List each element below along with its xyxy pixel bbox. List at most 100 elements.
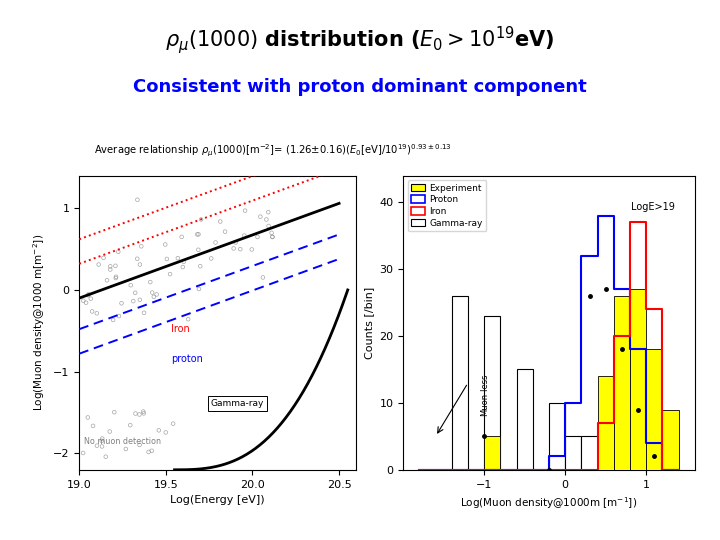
Bar (598, 450, 614, 470)
Point (109, 261, 121, 270)
Point (134, 295, 145, 304)
Point (195, 215, 207, 224)
Point (210, 238, 221, 247)
Point (110, 273, 122, 281)
Point (96, 442, 108, 451)
Text: No muon detection: No muon detection (84, 437, 161, 445)
Point (160, 428, 171, 437)
Point (172, 254, 184, 262)
Point (86, 307, 98, 316)
Point (134, 441, 145, 449)
Point (96, 434, 108, 443)
Point (161, 255, 173, 264)
Bar (549, 403, 565, 470)
Point (153, 426, 165, 435)
Point (255, 212, 266, 221)
Point (266, 228, 277, 237)
Point (192, 230, 203, 239)
Point (102, 276, 113, 285)
Point (138, 409, 150, 418)
Point (107, 316, 119, 325)
Point (130, 288, 141, 297)
Point (263, 208, 274, 217)
Point (146, 447, 158, 455)
X-axis label: Log(Energy [eV]): Log(Energy [eV]) (171, 495, 265, 505)
Point (110, 274, 122, 282)
Point (143, 448, 154, 456)
Bar (614, 456, 630, 470)
Y-axis label: Counts [/bin]: Counts [/bin] (364, 287, 374, 359)
Point (182, 315, 194, 323)
Point (91, 309, 102, 318)
Point (177, 262, 189, 271)
Bar (647, 349, 662, 470)
Point (220, 227, 231, 236)
Point (145, 278, 156, 286)
Point (93, 260, 104, 269)
Point (83, 290, 94, 299)
Point (85, 294, 96, 303)
Bar (485, 436, 500, 470)
Bar (565, 436, 582, 470)
Text: LogE>19: LogE>19 (631, 202, 675, 212)
Point (135, 242, 147, 251)
Point (96, 436, 107, 445)
Legend: Experiment, Proton, Iron, Gamma-ray: Experiment, Proton, Iron, Gamma-ray (408, 180, 487, 231)
Point (230, 238, 241, 247)
Point (160, 240, 171, 249)
Bar (630, 463, 647, 470)
Point (257, 273, 269, 282)
Point (78, 296, 89, 305)
Bar (630, 289, 647, 470)
Bar (614, 296, 630, 470)
Point (104, 262, 116, 271)
Text: Gamma-ray: Gamma-ray (211, 399, 264, 408)
Point (151, 290, 163, 299)
Point (228, 244, 239, 253)
Point (266, 233, 278, 241)
Bar (582, 436, 598, 470)
Point (98, 254, 109, 262)
Point (104, 427, 115, 436)
Point (148, 293, 160, 301)
Point (134, 410, 145, 419)
Point (116, 299, 127, 308)
Point (167, 420, 179, 428)
Point (146, 288, 158, 297)
Bar (598, 376, 614, 470)
Point (192, 246, 204, 254)
Point (83, 291, 94, 300)
Text: Consistent with proton dominant component: Consistent with proton dominant componen… (133, 78, 587, 96)
Text: Average relationship $\rho_{\mu}(1000)$[m$^{-2}$]= (1.26±0.16)($E_0$[eV]/10$^{19: Average relationship $\rho_{\mu}(1000)$[… (94, 143, 451, 159)
Point (109, 408, 120, 416)
Point (252, 233, 264, 241)
Text: Iron: Iron (171, 325, 190, 334)
Bar (517, 369, 533, 470)
Point (266, 232, 278, 241)
Text: $\rho_{\mu}(1000)$ distribution ($E_0$$>$$10^{19}$eV): $\rho_{\mu}(1000)$ distribution ($E_0$$>… (166, 24, 554, 56)
Point (77, 449, 89, 457)
Text: Muon-less: Muon-less (480, 374, 489, 416)
Point (178, 258, 189, 266)
Point (138, 407, 149, 416)
Point (125, 281, 137, 289)
Point (263, 221, 274, 230)
Point (176, 233, 187, 241)
Point (205, 254, 217, 263)
Point (81, 299, 92, 307)
Point (112, 247, 124, 256)
Point (239, 206, 251, 215)
Point (132, 254, 143, 263)
Point (246, 245, 258, 254)
Point (104, 265, 116, 274)
Point (91, 441, 103, 450)
Point (261, 215, 272, 224)
Point (130, 409, 141, 418)
Bar (485, 316, 500, 470)
Point (138, 308, 150, 317)
Point (127, 297, 139, 306)
Point (82, 413, 94, 422)
Point (164, 270, 176, 279)
Point (120, 444, 132, 453)
Point (87, 422, 99, 430)
